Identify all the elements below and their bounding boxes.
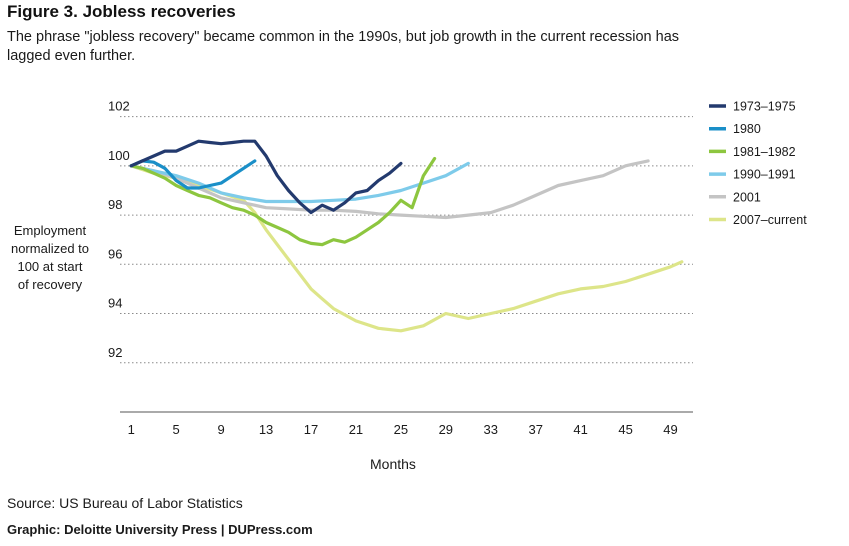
graphic-credit: Graphic: Deloitte University Press | DUP…: [7, 522, 313, 537]
x-tick-label: 41: [573, 422, 587, 437]
figure-subtitle: The phrase "jobless recovery" became com…: [7, 29, 680, 64]
y-axis-label-line: Employment: [13, 223, 87, 238]
legend-label: 2001: [733, 190, 761, 204]
legend-label: 1990–1991: [733, 168, 796, 182]
legend-label: 1980: [733, 122, 761, 136]
series-line: [129, 156, 437, 247]
y-tick-label: 102: [108, 99, 130, 114]
series-line: [129, 139, 403, 215]
y-tick-label: 100: [108, 148, 130, 163]
legend-label: 2007–current: [733, 213, 807, 227]
x-tick-label: 45: [618, 422, 632, 437]
source-note: Source: US Bureau of Labor Statistics: [7, 495, 243, 511]
x-tick-label: 17: [304, 422, 318, 437]
legend-label: 1973–1975: [733, 100, 796, 114]
x-tick-label: 13: [259, 422, 273, 437]
y-tick-label: 92: [108, 345, 122, 360]
series-line: [129, 164, 684, 333]
x-tick-label: 5: [173, 422, 180, 437]
figure-title: Figure 3. Jobless recoveries: [7, 2, 236, 21]
legend-label: 1981–1982: [733, 145, 796, 159]
series-line: [129, 159, 257, 190]
y-axis-label: Employment normalized to 100 at start of…: [2, 222, 98, 294]
x-axis-label: Months: [370, 456, 416, 472]
y-tick-label: 94: [108, 296, 122, 311]
x-tick-label: 33: [484, 422, 498, 437]
x-tick-label: 49: [663, 422, 677, 437]
x-tick-label: 21: [349, 422, 363, 437]
y-axis-label-line: 100 at start: [17, 259, 83, 274]
x-tick-label: 29: [439, 422, 453, 437]
y-axis-label-line: normalized to: [10, 241, 90, 256]
x-tick-label: 1: [128, 422, 135, 437]
x-tick-label: 9: [218, 422, 225, 437]
y-tick-label: 96: [108, 246, 122, 261]
x-tick-label: 37: [528, 422, 542, 437]
y-tick-label: 98: [108, 197, 122, 212]
y-axis-label-line: of recovery: [17, 277, 83, 292]
x-tick-label: 25: [394, 422, 408, 437]
